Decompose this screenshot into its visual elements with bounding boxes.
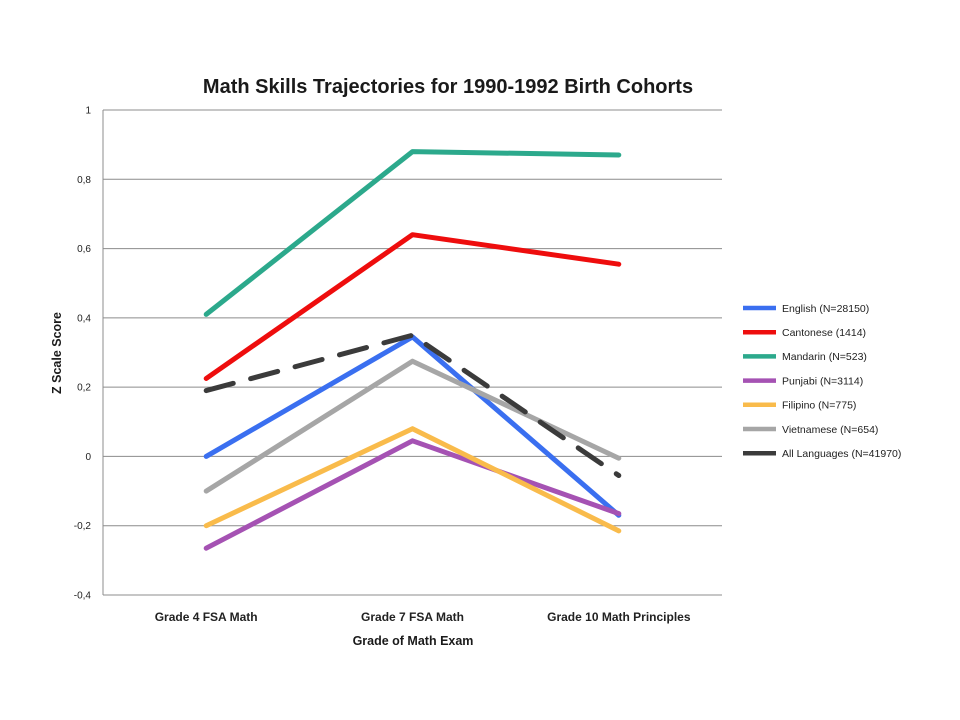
- legend-label: Cantonese (1414): [782, 327, 866, 339]
- legend-label: All Languages (N=41970): [782, 448, 901, 460]
- series-line-3: [203, 438, 622, 551]
- y-tick-label: -0,2: [74, 521, 92, 532]
- x-axis-labels: Grade 4 FSA Math Grade 7 FSA Math Grade 10…: [155, 610, 691, 624]
- legend-label: Mandarin (N=523): [782, 351, 867, 363]
- legend-label: Vietnamese (N=654): [782, 424, 878, 436]
- series-line-2: [203, 149, 622, 317]
- y-tick-label: -0,4: [74, 591, 92, 602]
- y-tick-label: 0,8: [77, 175, 91, 186]
- legend: English (N=28150) Cantonese (1414) Mandari…: [743, 303, 901, 460]
- y-tick-label: 0: [85, 452, 91, 463]
- series-line-4: [203, 426, 622, 534]
- series-line-1: [203, 232, 622, 381]
- gridlines: [102, 109, 722, 596]
- legend-label: Punjabi (N=3114): [782, 375, 863, 387]
- series-line-5: [203, 358, 622, 494]
- x-axis-title: Grade of Math Exam: [353, 634, 474, 648]
- y-tick-label: 0,4: [77, 313, 91, 324]
- y-axis-title: Z Scale Score: [50, 312, 64, 394]
- legend-label: English (N=28150): [782, 303, 869, 315]
- y-tick-label: 0,6: [77, 244, 91, 255]
- chart-title: Math Skills Trajectories for 1990-1992 B…: [203, 76, 693, 98]
- series-lines: [203, 149, 622, 551]
- y-axis-ticks: -0,4 -0,2 0 0,2 0,4 0,6 0,8 1: [74, 106, 92, 602]
- legend-label: Filipino (N=775): [782, 400, 856, 412]
- y-tick-label: 1: [85, 106, 91, 117]
- y-tick-label: 0,2: [77, 383, 91, 394]
- x-tick-label: Grade 7 FSA Math: [361, 610, 464, 624]
- x-tick-label: Grade 4 FSA Math: [155, 610, 258, 624]
- series-line-6: [203, 332, 622, 478]
- x-tick-label: Grade 10 Math Principles: [547, 610, 691, 624]
